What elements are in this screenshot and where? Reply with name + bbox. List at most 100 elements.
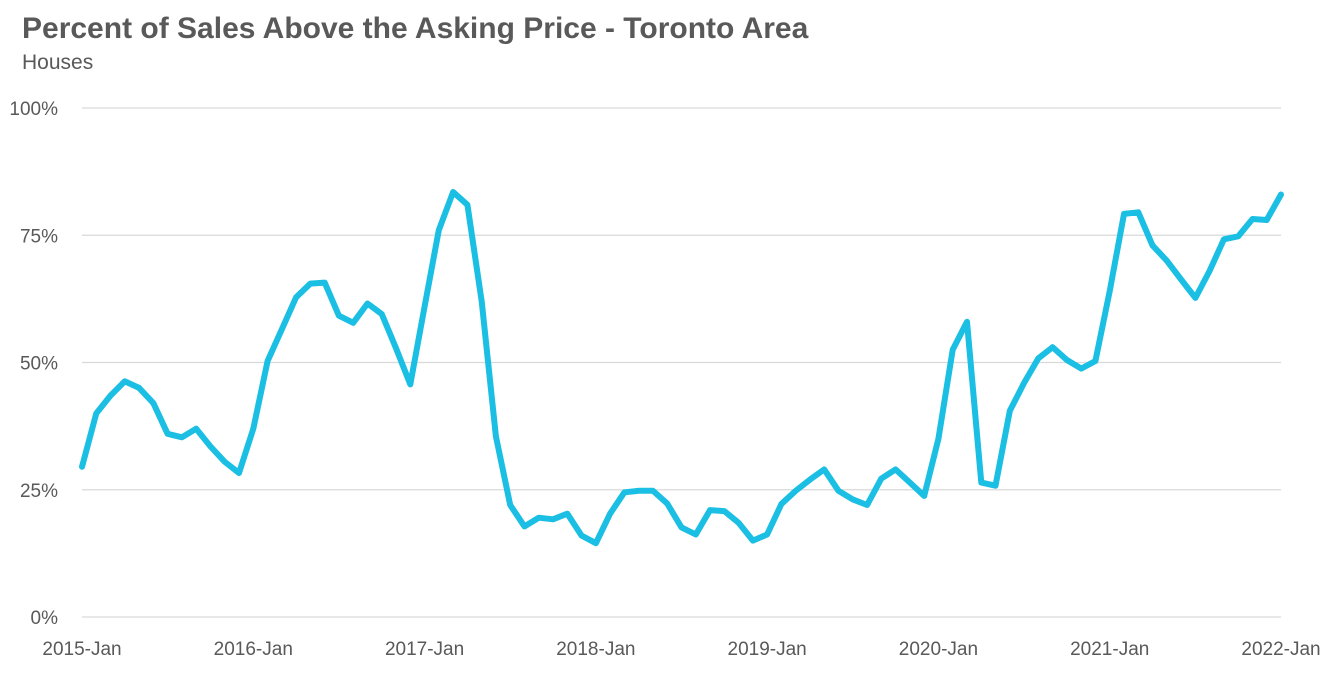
x-tick-label: 2020-Jan bbox=[899, 639, 978, 660]
y-axis-labels: 0% 25% 50% 75% 100% bbox=[9, 99, 58, 629]
data-point bbox=[179, 434, 185, 440]
data-point bbox=[436, 227, 442, 233]
data-point bbox=[379, 311, 385, 317]
data-point bbox=[336, 313, 342, 319]
data-point bbox=[507, 502, 513, 508]
data-point bbox=[122, 378, 128, 384]
data-point bbox=[1249, 216, 1255, 222]
data-point bbox=[721, 508, 727, 514]
data-point bbox=[935, 436, 941, 442]
data-point bbox=[279, 326, 285, 332]
data-point bbox=[479, 298, 485, 304]
data-point bbox=[422, 304, 428, 310]
data-point bbox=[493, 433, 499, 439]
data-point bbox=[150, 400, 156, 406]
data-point bbox=[764, 532, 770, 538]
data-point bbox=[236, 470, 242, 476]
data-point bbox=[964, 319, 970, 325]
data-point bbox=[1107, 288, 1113, 294]
y-tick-label: 25% bbox=[20, 481, 58, 502]
x-tick-label: 2015-Jan bbox=[42, 639, 121, 660]
data-point bbox=[664, 500, 670, 506]
data-point bbox=[793, 488, 799, 494]
data-point bbox=[550, 516, 556, 522]
gridlines bbox=[82, 107, 1281, 618]
data-point bbox=[1207, 268, 1213, 274]
data-point bbox=[836, 488, 842, 494]
x-tick-label: 2017-Jan bbox=[385, 639, 464, 660]
data-point bbox=[1121, 211, 1127, 217]
data-point bbox=[693, 532, 699, 538]
data-point bbox=[207, 443, 213, 449]
data-point bbox=[1021, 380, 1027, 386]
data-point bbox=[193, 426, 199, 432]
series-line bbox=[79, 189, 1284, 547]
data-point bbox=[79, 464, 85, 470]
data-point bbox=[1092, 358, 1098, 364]
data-point bbox=[1164, 258, 1170, 264]
data-point bbox=[593, 540, 599, 546]
y-tick-label: 100% bbox=[9, 99, 58, 120]
data-point bbox=[1078, 366, 1084, 372]
x-tick-label: 2021-Jan bbox=[1070, 639, 1149, 660]
data-point bbox=[893, 466, 899, 472]
data-point bbox=[850, 496, 856, 502]
data-point bbox=[607, 511, 613, 517]
x-axis-labels: 2015-Jan 2016-Jan 2017-Jan 2018-Jan 2019-Jan… bbox=[42, 639, 1320, 660]
data-point bbox=[136, 385, 142, 391]
data-point bbox=[1278, 192, 1284, 198]
x-tick-label: 2019-Jan bbox=[728, 639, 807, 660]
data-point bbox=[679, 524, 684, 530]
data-point bbox=[778, 501, 784, 507]
data-point bbox=[564, 511, 570, 517]
data-point bbox=[736, 520, 742, 526]
data-point bbox=[407, 381, 413, 387]
y-tick-label: 75% bbox=[20, 226, 58, 247]
data-point bbox=[707, 507, 713, 513]
y-tick-label: 50% bbox=[20, 354, 58, 375]
data-point bbox=[1007, 408, 1013, 414]
data-point bbox=[878, 476, 884, 482]
data-point bbox=[1150, 242, 1156, 248]
data-point bbox=[750, 538, 756, 544]
data-point bbox=[950, 347, 956, 353]
data-point bbox=[1035, 355, 1041, 361]
x-tick-label: 2022-Jan bbox=[1241, 639, 1320, 660]
data-point bbox=[108, 393, 114, 399]
data-point bbox=[393, 345, 399, 351]
data-point bbox=[536, 515, 542, 521]
data-point bbox=[650, 488, 656, 494]
data-point bbox=[821, 466, 827, 472]
data-point bbox=[579, 533, 585, 539]
data-point bbox=[1064, 357, 1070, 363]
data-point bbox=[1050, 344, 1056, 350]
data-point bbox=[464, 202, 470, 208]
data-point bbox=[621, 489, 627, 495]
data-point bbox=[293, 294, 299, 300]
chart-title: Percent of Sales Above the Asking Price … bbox=[22, 12, 809, 45]
data-point bbox=[250, 426, 256, 432]
data-point bbox=[978, 480, 984, 486]
data-point bbox=[1178, 277, 1184, 283]
y-tick-label: 0% bbox=[31, 608, 59, 629]
data-point bbox=[1135, 209, 1141, 215]
series-layer bbox=[79, 189, 1284, 547]
data-point bbox=[265, 358, 271, 364]
x-tick-label: 2016-Jan bbox=[214, 639, 293, 660]
data-point bbox=[1221, 236, 1227, 242]
chart-subtitle: Houses bbox=[22, 51, 94, 74]
data-point bbox=[921, 493, 927, 499]
data-point bbox=[222, 459, 228, 465]
data-point bbox=[907, 480, 913, 486]
data-point bbox=[864, 502, 870, 508]
data-point bbox=[807, 477, 813, 483]
data-point bbox=[350, 320, 356, 326]
data-point bbox=[307, 281, 313, 287]
data-point bbox=[636, 488, 642, 494]
data-point bbox=[450, 189, 456, 195]
data-point bbox=[165, 431, 171, 437]
x-tick-label: 2018-Jan bbox=[556, 639, 635, 660]
data-point bbox=[521, 523, 527, 529]
data-point bbox=[364, 300, 370, 306]
